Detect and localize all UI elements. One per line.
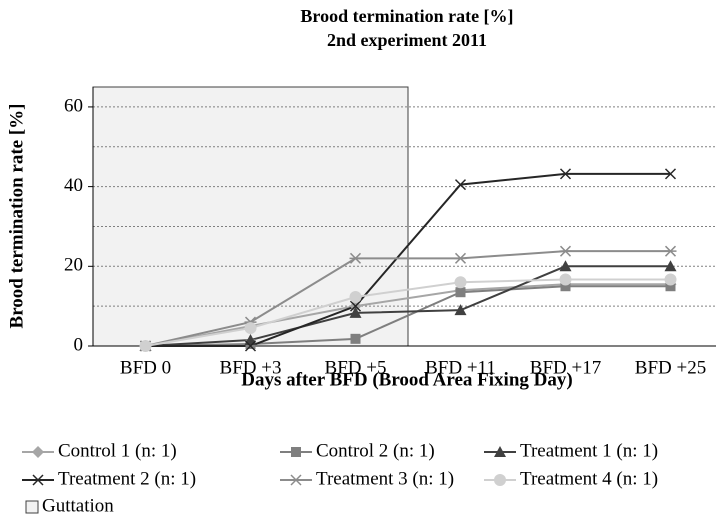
chart-title: Brood termination rate [%] <box>300 6 513 26</box>
series-line <box>145 250 671 347</box>
data-point <box>349 290 362 303</box>
series-line <box>145 285 671 347</box>
series-line <box>145 278 671 347</box>
x-tick-label: BFD +17 <box>530 358 601 379</box>
y-tick-label: 20 <box>64 255 83 276</box>
x-tick-label: BFD +5 <box>325 358 387 379</box>
shaded-region <box>92 86 409 347</box>
legend-label: Treatment 3 (n: 1) <box>316 468 454 489</box>
legend-marker <box>291 447 301 457</box>
legend-marker <box>32 474 44 486</box>
x-axis-title: Days after BFD (Brood Area Fixing Day) <box>241 369 572 390</box>
data-point <box>559 245 572 257</box>
data-point <box>559 273 572 286</box>
chart-subtitle: 2nd experiment 2011 <box>327 30 487 50</box>
data-point <box>664 245 677 257</box>
data-point <box>244 322 257 335</box>
series-line <box>145 283 671 347</box>
data-point <box>664 168 677 180</box>
y-tick-label: 40 <box>64 175 83 196</box>
y-tick-label: 0 <box>74 334 84 355</box>
data-point <box>455 287 466 298</box>
legend-marker <box>494 446 506 457</box>
data-point <box>454 252 467 264</box>
legend-label: Treatment 1 (n: 1) <box>520 440 658 461</box>
x-tick-label: BFD +11 <box>425 358 496 379</box>
legend-label: Treatment 2 (n: 1) <box>58 468 196 489</box>
data-point <box>664 273 677 286</box>
series-line <box>145 172 671 347</box>
data-point <box>349 306 362 318</box>
legend-marker <box>32 446 44 458</box>
data-point <box>454 304 467 316</box>
legend-label: Control 1 (n: 1) <box>58 440 177 461</box>
legend-marker <box>494 474 506 486</box>
data-point <box>560 281 571 292</box>
legend-label: Treatment 4 (n: 1) <box>520 468 658 489</box>
data-point <box>665 281 676 292</box>
data-point <box>349 300 362 312</box>
series-line <box>145 265 671 347</box>
data-point <box>139 340 152 352</box>
y-axis-title: Brood termination rate [%] <box>6 104 27 329</box>
data-point <box>350 333 361 344</box>
x-tick-label: BFD 0 <box>120 358 171 379</box>
data-point <box>244 340 257 352</box>
x-tick-label: BFD +3 <box>220 358 282 379</box>
data-point <box>349 252 362 264</box>
data-point <box>664 260 677 272</box>
data-point <box>559 168 572 180</box>
y-tick-label: 60 <box>64 95 83 116</box>
legend-label: Guttation <box>42 495 114 516</box>
data-point <box>454 179 467 191</box>
data-point <box>559 260 572 272</box>
legend-marker <box>290 474 302 486</box>
legend-label: Control 2 (n: 1) <box>316 440 435 461</box>
data-point <box>454 276 467 289</box>
x-tick-label: BFD +25 <box>635 358 706 379</box>
legend-swatch <box>25 500 39 514</box>
